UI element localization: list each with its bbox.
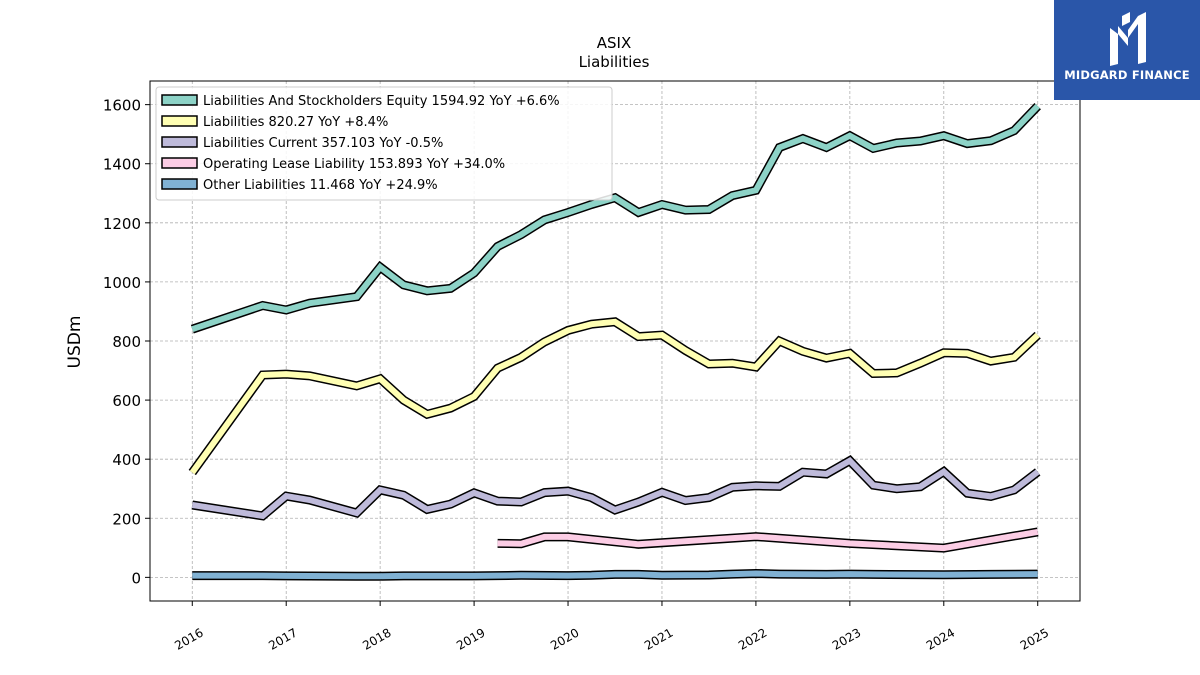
y-tick-label: 200 [112, 510, 141, 528]
x-tick-label: 2022 [736, 625, 769, 652]
y-tick-label: 1400 [103, 156, 141, 174]
brand-name: MIDGARD FINANCE [1064, 68, 1190, 82]
chart-title: ASIX [597, 34, 631, 52]
x-tick-label: 2016 [172, 625, 205, 652]
legend-entry: Liabilities And Stockholders Equity 1594… [203, 94, 560, 109]
x-tick-label: 2025 [1018, 625, 1051, 652]
series-stroke [192, 570, 1038, 580]
y-tick-label: 800 [112, 333, 141, 351]
y-tick-label: 400 [112, 451, 141, 469]
y-tick-label: 600 [112, 392, 141, 410]
series-outline [188, 317, 1041, 476]
series-stroke [497, 528, 1039, 552]
legend-entry: Liabilities Current 357.103 YoY -0.5% [203, 136, 443, 151]
y-tick-label: 1200 [103, 215, 141, 233]
legend-frame [155, 86, 613, 201]
series-line [497, 527, 1039, 553]
legend-swatch [161, 94, 198, 106]
x-tick-label: 2017 [266, 625, 299, 652]
legend-swatch [161, 178, 198, 190]
legend-swatch [161, 115, 198, 127]
y-tick-label: 1000 [103, 274, 141, 292]
series-stroke [191, 456, 1040, 520]
series-line [190, 102, 1041, 334]
legend-entry: Operating Lease Liability 153.893 YoY +3… [203, 157, 505, 172]
x-tick-label: 2018 [360, 625, 393, 652]
legend-swatch [161, 136, 198, 148]
x-tick-label: 2019 [454, 625, 487, 652]
x-tick-label: 2023 [830, 625, 863, 652]
series-stroke [191, 104, 1040, 333]
brand-logo: MIDGARD FINANCE [1054, 0, 1200, 100]
axes: 0 200 400 600 800 1000 1200 1400 1600 2016 2017 201… [103, 97, 1051, 653]
x-tick-label: 2024 [924, 625, 957, 652]
logo-icon [1110, 12, 1146, 66]
legend-entry: Liabilities 820.27 YoY +8.4% [203, 115, 388, 130]
legend: Liabilities And Stockholders Equity 1594… [155, 86, 613, 201]
legend-swatch [161, 157, 198, 169]
series-stroke [189, 318, 1040, 475]
series-line [188, 317, 1041, 476]
legend-entry: Other Liabilities 11.468 YoY +24.9% [203, 178, 438, 193]
y-tick-label: 1600 [103, 97, 141, 115]
x-tick-label: 2020 [548, 625, 581, 652]
y-axis-label: USDm [65, 316, 85, 369]
chart-subtitle: Liabilities [579, 53, 650, 71]
series-line [191, 455, 1041, 521]
y-tick-label: 0 [131, 569, 141, 587]
series-group [188, 102, 1041, 581]
series-line [192, 568, 1038, 581]
x-tick-label: 2021 [642, 625, 675, 652]
